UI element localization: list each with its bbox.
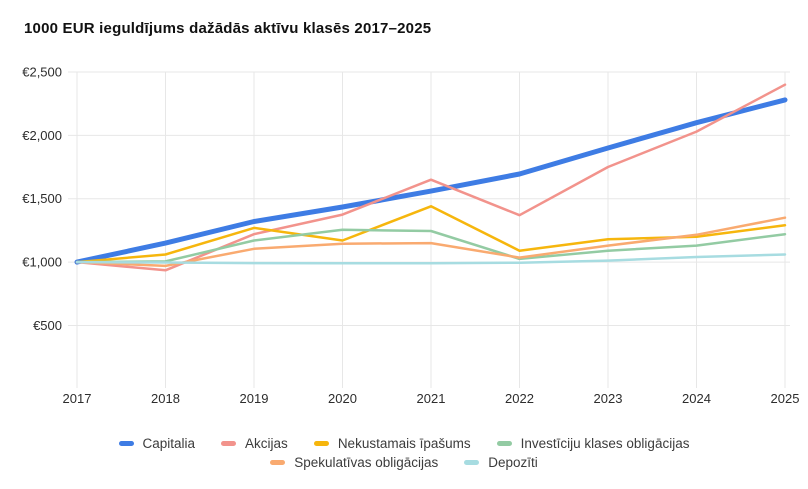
y-axis: €500 €1,000 €1,500 €2,000 €2,500 (22, 65, 62, 333)
x-axis-label: 2023 (594, 391, 623, 406)
y-axis-label: €2,000 (22, 128, 62, 143)
legend-item-label: Investīciju klases obligācijas (520, 436, 690, 451)
legend-row-2: Spekulatīvas obligācijas Depozīti (270, 455, 538, 470)
series-line-capitalia (74, 97, 788, 265)
legend-item-label: Depozīti (488, 455, 538, 470)
legend-item-capitalia: Capitalia (118, 436, 196, 451)
legend-item-investīciju-klases-obligācijas: Investīciju klases obligācijas (496, 436, 690, 451)
y-axis-label: €1,000 (22, 255, 62, 270)
x-axis-label: 2017 (63, 391, 92, 406)
series-line-investīciju-klases-obligācijas (75, 228, 787, 264)
y-axis-label: €1,500 (22, 191, 62, 206)
legend: Capitalia Akcijas Nekustamais īpašums Inves… (0, 436, 808, 470)
legend-row-1: Capitalia Akcijas Nekustamais īpašums Inves… (118, 436, 690, 451)
legend-marker-icon (118, 441, 134, 446)
legend-item-akcijas: Akcijas (221, 436, 288, 451)
series-line-spekulatīvas-obligācijas (75, 216, 787, 268)
x-axis-label: 2021 (417, 391, 446, 406)
legend-item-label: Spekulatīvas obligācijas (294, 455, 439, 470)
x-axis: 2017 2018 2019 2020 2021 2022 2023 2024 2025 (63, 391, 800, 406)
x-axis-label: 2018 (151, 391, 180, 406)
x-axis-label: 2024 (682, 391, 711, 406)
x-axis-label: 2025 (771, 391, 800, 406)
series-line-akcijas (75, 83, 787, 272)
x-axis-label: 2022 (505, 391, 534, 406)
x-axis-label: 2019 (240, 391, 269, 406)
legend-item-label: Capitalia (142, 436, 196, 451)
legend-marker-icon (221, 441, 237, 446)
y-axis-label: €2,500 (22, 65, 62, 80)
x-axis-label: 2020 (328, 391, 357, 406)
chart-title: 1000 EUR ieguldījums dažādās aktīvu klas… (24, 20, 432, 37)
legend-item-depozīti: Depozīti (464, 455, 538, 470)
legend-item-label: Akcijas (245, 436, 288, 451)
legend-item-nekustamais-īpašums: Nekustamais īpašums (313, 436, 471, 451)
legend-marker-icon (464, 460, 480, 465)
series-line-depozīti (75, 253, 787, 265)
legend-marker-icon (313, 441, 329, 446)
legend-marker-icon (496, 441, 512, 446)
y-axis-label: €500 (33, 318, 62, 333)
legend-item-spekulatīvas-obligācijas: Spekulatīvas obligācijas (270, 455, 438, 470)
legend-marker-icon (270, 460, 286, 465)
line-chart-canvas: €500 €1,000 €1,500 €2,000 €2,500 2017 2018 2019… (22, 65, 800, 407)
legend-item-label: Nekustamais īpašums (337, 436, 471, 451)
